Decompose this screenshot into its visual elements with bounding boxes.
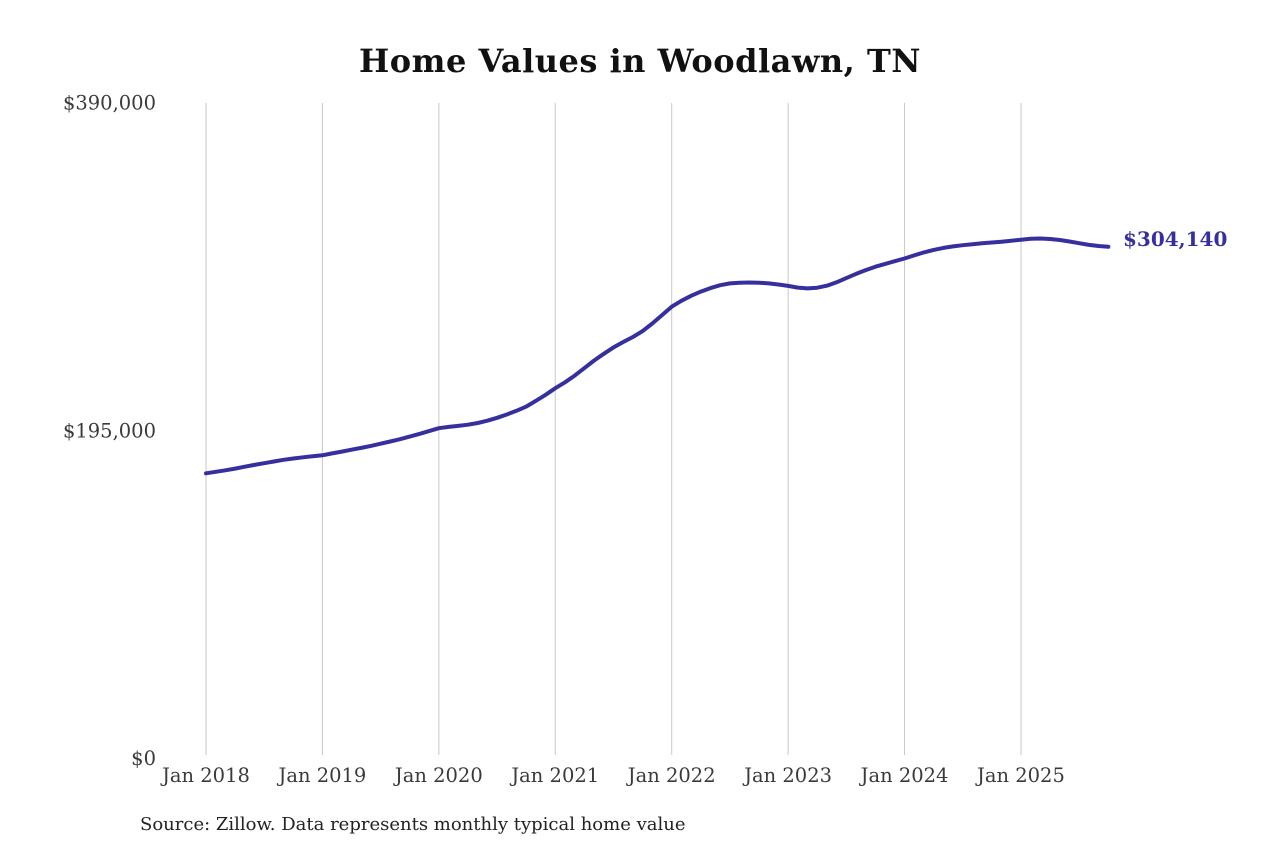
x-axis-tick-label: Jan 2025 — [975, 764, 1065, 787]
x-axis-tick-label: Jan 2021 — [509, 764, 599, 787]
x-axis-tick-label: Jan 2020 — [393, 764, 483, 787]
chart-title: Home Values in Woodlawn, TN — [359, 42, 921, 80]
source-note: Source: Zillow. Data represents monthly … — [140, 814, 686, 835]
x-axis-tick-label: Jan 2018 — [160, 764, 250, 787]
y-axis-tick-label: $390,000 — [63, 92, 156, 115]
home-value-line — [204, 236, 1111, 476]
x-axis-tick-label: Jan 2023 — [742, 764, 832, 787]
x-axis-tick-label: Jan 2022 — [626, 764, 716, 787]
y-axis-tick-label: $0 — [131, 747, 156, 770]
x-axis-tick-label: Jan 2019 — [277, 764, 367, 787]
y-axis-tick-label: $195,000 — [63, 419, 156, 442]
latest-value-label: $304,140 — [1123, 227, 1228, 251]
x-axis-tick-label: Jan 2024 — [859, 764, 949, 787]
